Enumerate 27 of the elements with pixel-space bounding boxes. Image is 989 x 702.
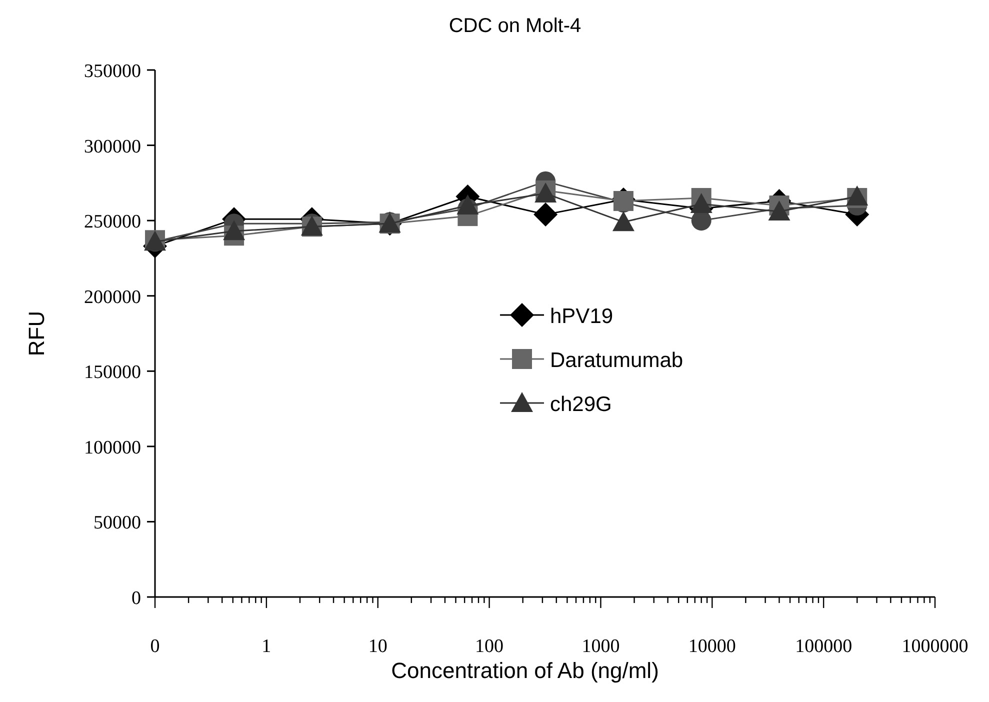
x-axis-title: Concentration of Ab (ng/ml) <box>391 658 659 683</box>
x-tick-label: 0 <box>150 636 160 657</box>
legend-label: ch29G <box>550 393 612 416</box>
y-tick-label: 250000 <box>84 212 141 233</box>
y-axis-title: RFU <box>24 310 49 356</box>
x-tick-label: 1 <box>262 636 272 657</box>
legend-label: hPV19 <box>550 305 614 328</box>
point <box>223 220 246 240</box>
x-tick-label: 100 <box>475 636 504 657</box>
chart-title: CDC on Molt-4 <box>448 15 582 37</box>
point <box>534 202 558 227</box>
x-tick-label: 10000 <box>688 636 736 657</box>
y-tick-label: 200000 <box>84 286 141 308</box>
x-tick-label: 1000000 <box>902 636 968 657</box>
point <box>690 193 712 214</box>
y-tick-label: 350000 <box>84 61 141 82</box>
y-tick-label: 150000 <box>84 362 141 384</box>
y-tick-label: 0 <box>132 588 141 609</box>
y-tick-label: 300000 <box>84 136 141 158</box>
x-tick-label: 1000 <box>582 636 620 657</box>
point <box>612 211 634 232</box>
x-tick-label: 100000 <box>795 636 852 657</box>
legend-label: Daratumumab <box>550 349 684 372</box>
point <box>456 194 479 215</box>
x-tick-label: 10 <box>368 636 388 657</box>
y-tick-label: 50000 <box>94 512 141 534</box>
y-tick-label: 100000 <box>84 437 141 458</box>
